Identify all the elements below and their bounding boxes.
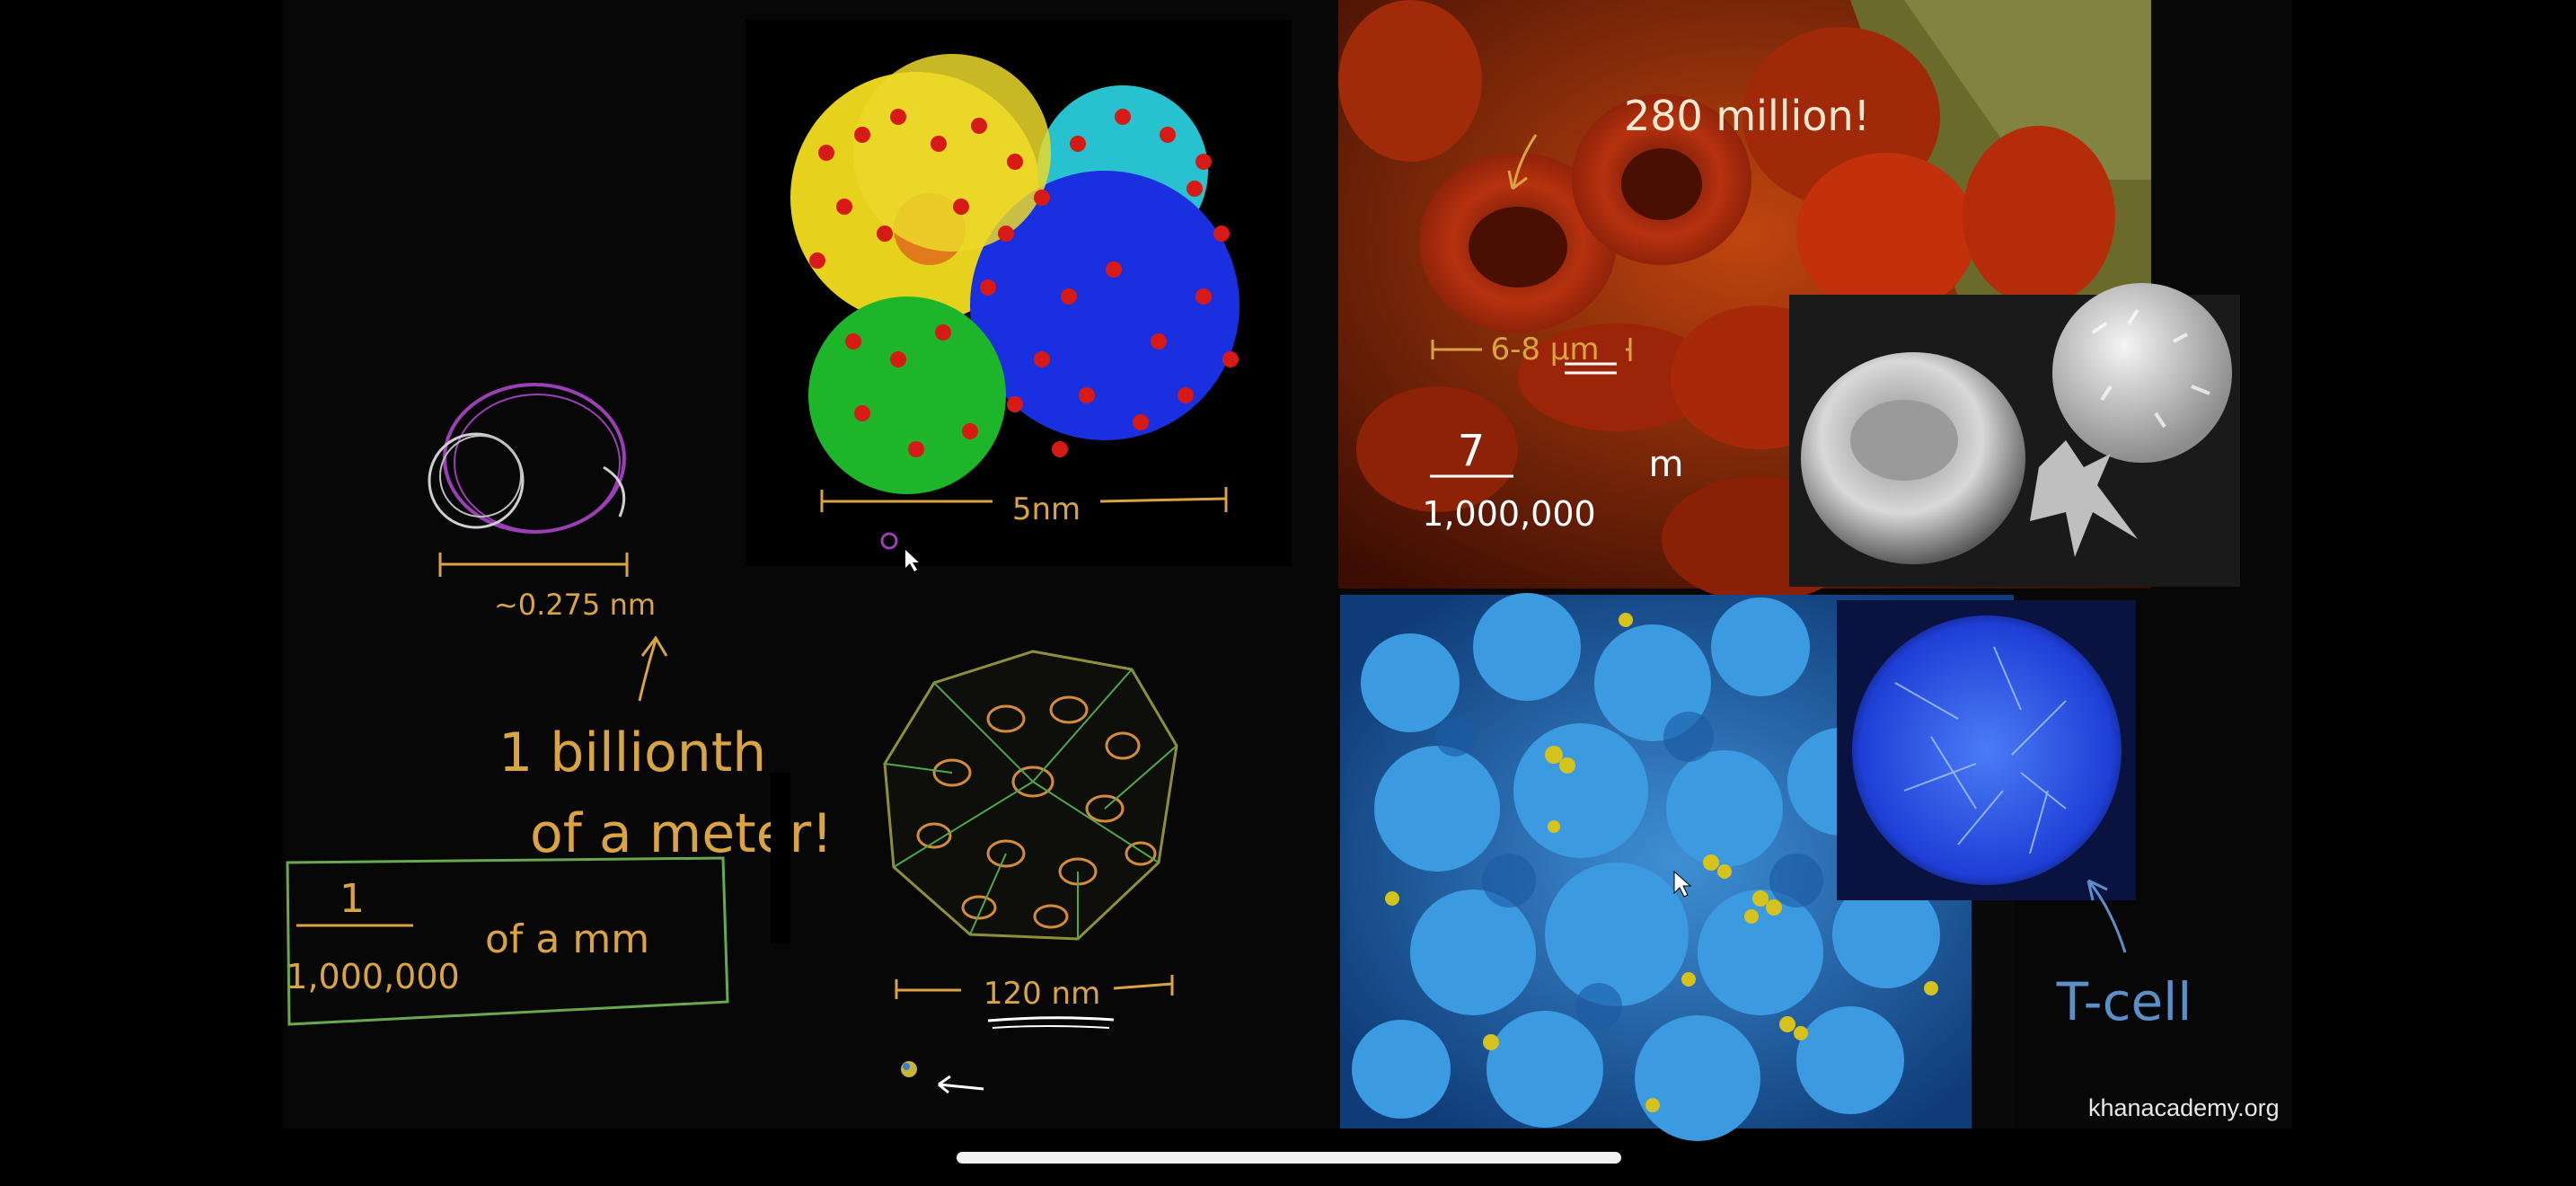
rbc-fraction-unit: m	[1649, 444, 1684, 485]
watermark: khanacademy.org	[2088, 1094, 2280, 1122]
tcell-sem	[1837, 600, 2136, 900]
fraction-denominator: 1,000,000	[286, 957, 459, 996]
fraction-numerator: 1	[340, 876, 365, 922]
hemoglobin-molecule: 5nm	[745, 20, 1292, 571]
rbc-fraction-denominator: 1,000,000	[1422, 494, 1595, 534]
rbc-count-label: 280 million!	[1624, 92, 1870, 140]
home-indicator[interactable]	[957, 1152, 1621, 1164]
atom-size-label: ~0.275 nm	[494, 588, 656, 622]
rbc-fraction-numerator: 7	[1458, 426, 1486, 476]
virus-capsid-drawing	[885, 651, 1177, 1093]
rbc-and-white-cell-sem	[1789, 283, 2240, 587]
atom-drawing	[429, 385, 666, 701]
fraction-suffix: of a mm	[485, 916, 649, 962]
tcell-label: T-cell	[2056, 971, 2192, 1032]
protein-size-label: 5nm	[1012, 491, 1081, 527]
virus-size-label: 120 nm	[984, 976, 1100, 1012]
billionth-line1: 1 billionth	[498, 721, 766, 784]
rbc-size-label: 6-8 μm	[1490, 332, 1599, 367]
